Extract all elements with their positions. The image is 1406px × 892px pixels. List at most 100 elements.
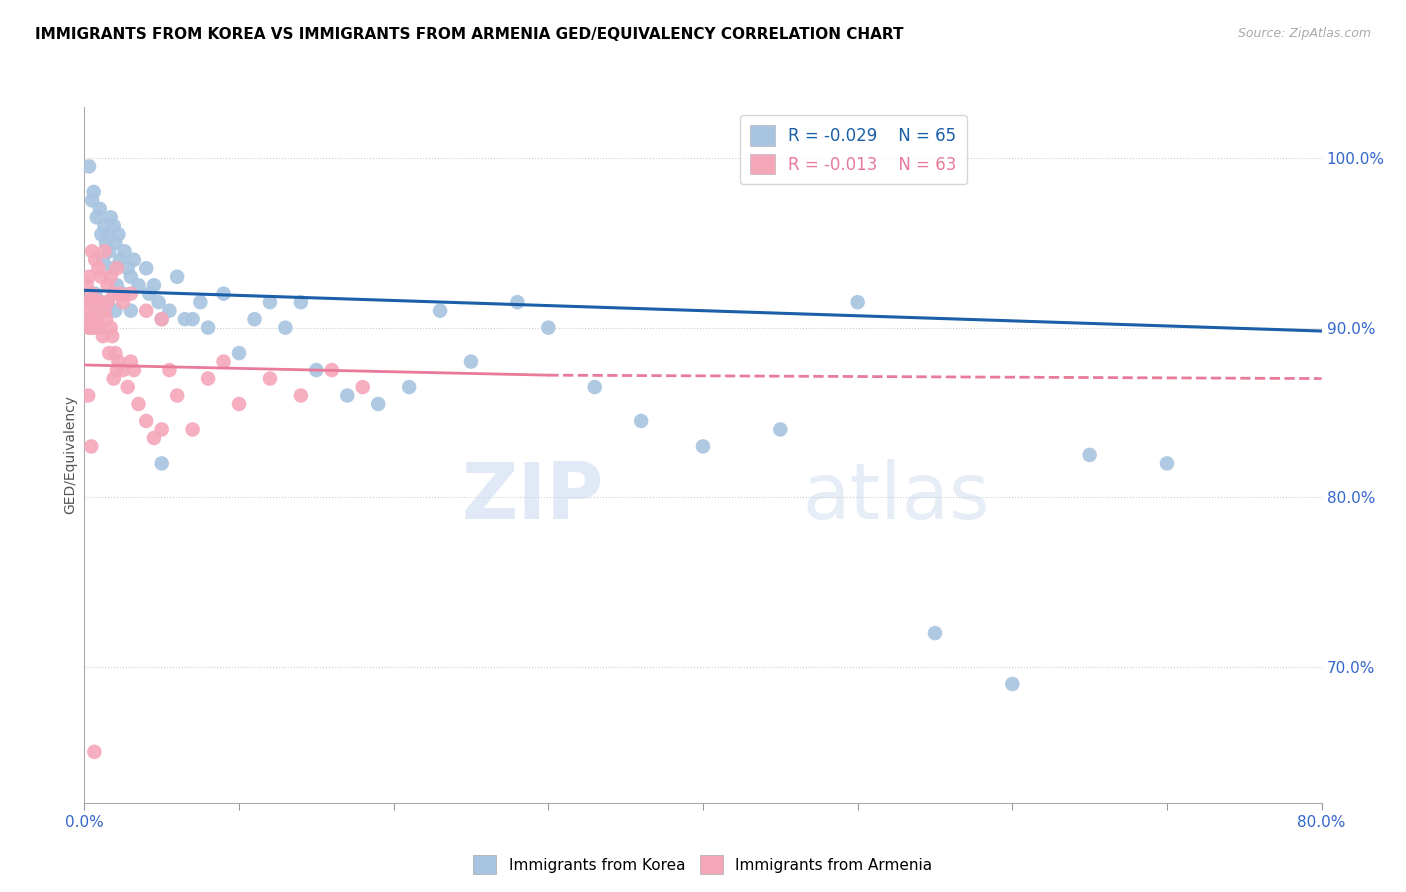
Point xyxy=(91,329,114,343)
Point xyxy=(100,211,122,225)
Point xyxy=(150,312,173,326)
Point xyxy=(243,312,266,326)
Point xyxy=(75,303,97,318)
Point xyxy=(82,194,104,208)
Point xyxy=(101,329,124,343)
Point xyxy=(1156,457,1178,471)
Point xyxy=(429,303,451,318)
Point xyxy=(583,380,606,394)
Point xyxy=(166,388,188,402)
Point xyxy=(104,346,127,360)
Point xyxy=(114,244,136,259)
Point xyxy=(103,219,125,233)
Point xyxy=(82,286,104,301)
Point xyxy=(259,371,281,385)
Point xyxy=(79,312,101,326)
Point xyxy=(135,414,157,428)
Point xyxy=(104,303,127,318)
Text: IMMIGRANTS FROM KOREA VS IMMIGRANTS FROM ARMENIA GED/EQUIVALENCY CORRELATION CHA: IMMIGRANTS FROM KOREA VS IMMIGRANTS FROM… xyxy=(35,27,904,42)
Point xyxy=(105,261,128,276)
Point xyxy=(101,261,124,276)
Point xyxy=(107,227,129,242)
Point xyxy=(135,303,157,318)
Point xyxy=(86,320,108,334)
Point xyxy=(212,286,235,301)
Point xyxy=(181,312,204,326)
Point xyxy=(122,363,145,377)
Point xyxy=(90,269,112,284)
Point xyxy=(77,320,100,334)
Point xyxy=(143,431,166,445)
Point xyxy=(290,388,312,402)
Point xyxy=(104,235,127,250)
Point xyxy=(159,303,181,318)
Point xyxy=(112,286,135,301)
Point xyxy=(94,312,117,326)
Point xyxy=(537,320,560,334)
Point xyxy=(1001,677,1024,691)
Point xyxy=(120,269,142,284)
Point xyxy=(150,312,173,326)
Legend: R = -0.029    N = 65, R = -0.013    N = 63: R = -0.029 N = 65, R = -0.013 N = 63 xyxy=(740,115,967,185)
Point xyxy=(290,295,312,310)
Point xyxy=(103,371,125,385)
Point xyxy=(174,312,197,326)
Point xyxy=(100,269,122,284)
Point xyxy=(166,269,188,284)
Point xyxy=(128,397,150,411)
Point xyxy=(112,363,135,377)
Point xyxy=(77,295,100,310)
Point xyxy=(82,244,104,259)
Point xyxy=(197,371,219,385)
Point xyxy=(108,252,131,267)
Point xyxy=(122,252,145,267)
Point xyxy=(90,227,112,242)
Point xyxy=(98,346,121,360)
Point xyxy=(100,320,122,334)
Point xyxy=(93,303,115,318)
Point xyxy=(120,303,142,318)
Point xyxy=(128,278,150,293)
Point xyxy=(82,320,104,334)
Point xyxy=(228,397,250,411)
Point xyxy=(83,745,105,759)
Point xyxy=(98,244,121,259)
Point xyxy=(89,202,111,216)
Point xyxy=(93,244,115,259)
Point xyxy=(105,278,128,293)
Y-axis label: GED/Equivalency: GED/Equivalency xyxy=(63,395,77,515)
Point xyxy=(274,320,297,334)
Point xyxy=(77,269,100,284)
Point xyxy=(84,303,107,318)
Point xyxy=(197,320,219,334)
Point xyxy=(1078,448,1101,462)
Point xyxy=(367,397,389,411)
Text: Source: ZipAtlas.com: Source: ZipAtlas.com xyxy=(1237,27,1371,40)
Point xyxy=(138,286,160,301)
Point xyxy=(112,295,135,310)
Point xyxy=(97,295,120,310)
Point xyxy=(181,422,204,436)
Point xyxy=(77,160,100,174)
Point xyxy=(91,252,114,267)
Point xyxy=(77,388,100,402)
Point xyxy=(846,295,869,310)
Point xyxy=(90,295,112,310)
Point xyxy=(76,312,98,326)
Text: atlas: atlas xyxy=(801,458,990,534)
Point xyxy=(87,295,110,310)
Text: ZIP: ZIP xyxy=(461,458,605,534)
Point xyxy=(460,354,482,368)
Point xyxy=(924,626,946,640)
Point xyxy=(336,388,359,402)
Point xyxy=(159,363,181,377)
Point xyxy=(259,295,281,310)
Point xyxy=(87,261,110,276)
Point xyxy=(80,439,103,453)
Point xyxy=(79,320,101,334)
Point xyxy=(188,295,212,310)
Point xyxy=(398,380,420,394)
Point xyxy=(148,295,170,310)
Point xyxy=(83,295,105,310)
Point xyxy=(352,380,374,394)
